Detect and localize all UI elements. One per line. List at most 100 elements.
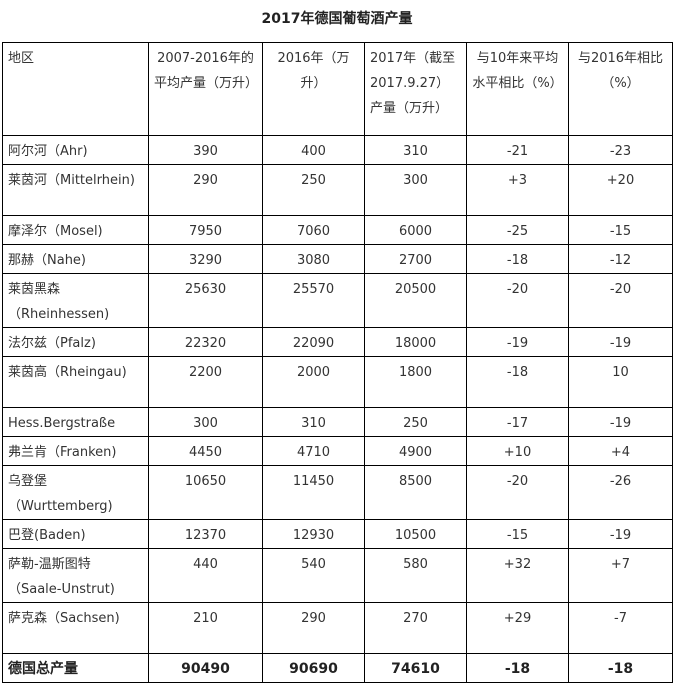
vs_avg-cell: +32 xyxy=(466,548,569,603)
y2016-cell: 25570 xyxy=(262,273,365,328)
table-row: 莱茵高（Rheingau) 2200 2000 1800 -18 10 xyxy=(2,356,673,408)
region-cell: 阿尔河（Ahr) xyxy=(2,135,149,165)
y2016-cell: 290 xyxy=(262,602,365,654)
vs_2016-cell: -15 xyxy=(568,215,673,245)
header-row: 地区 2007-2016年的平均产量（万升） 2016年（万升） 2017年（截… xyxy=(2,42,673,136)
table-row: 阿尔河（Ahr) 390 400 310 -21 -23 xyxy=(2,135,673,165)
vs_avg-cell: -15 xyxy=(466,519,569,549)
region-cell: Hess.Bergstraße xyxy=(2,407,149,437)
y2017-cell: 270 xyxy=(364,602,467,654)
avg-cell: 12370 xyxy=(148,519,263,549)
vs_avg-cell: -18 xyxy=(466,244,569,274)
y2016-cell: 2000 xyxy=(262,356,365,408)
region-cell: 乌登堡（Wurttemberg) xyxy=(2,465,149,520)
region-cell: 巴登(Baden) xyxy=(2,519,149,549)
region-cell: 萨克森（Sachsen) xyxy=(2,602,149,654)
vs_avg-cell: -25 xyxy=(466,215,569,245)
vs_avg-cell: +29 xyxy=(466,602,569,654)
vs_avg-cell: +10 xyxy=(466,436,569,466)
avg-cell: 90490 xyxy=(148,653,263,683)
vs_2016-cell: -19 xyxy=(568,327,673,357)
y2017-cell: 580 xyxy=(364,548,467,603)
vs_avg-cell: -20 xyxy=(466,273,569,328)
y2016-cell: 7060 xyxy=(262,215,365,245)
avg-cell: 390 xyxy=(148,135,263,165)
table-title: 2017年德国葡萄酒产量 xyxy=(261,11,413,27)
table-row: 萨勒-温斯图特（Saale-Unstrut) 440 540 580 +32 +7 xyxy=(2,548,673,603)
region-cell: 法尔兹（Pfalz) xyxy=(2,327,149,357)
vs_2016-cell: -19 xyxy=(568,407,673,437)
region-cell: 那赫（Nahe) xyxy=(2,244,149,274)
vs_2016-cell: +7 xyxy=(568,548,673,603)
y2017-cell: 250 xyxy=(364,407,467,437)
y2016-cell: 12930 xyxy=(262,519,365,549)
wine-production-table: 地区 2007-2016年的平均产量（万升） 2016年（万升） 2017年（截… xyxy=(2,42,673,683)
table-row: 莱茵黑森（Rheinhessen) 25630 25570 20500 -20 -20 xyxy=(2,273,673,328)
region-cell: 弗兰肯（Franken) xyxy=(2,436,149,466)
region-cell: 莱茵高（Rheingau) xyxy=(2,356,149,408)
vs_2016-cell: -12 xyxy=(568,244,673,274)
vs_2016-cell: -23 xyxy=(568,135,673,165)
vs_2016-cell: -18 xyxy=(568,653,673,683)
avg-cell: 300 xyxy=(148,407,263,437)
y2016-cell: 400 xyxy=(262,135,365,165)
y2017-cell: 310 xyxy=(364,135,467,165)
vs_2016-cell: +4 xyxy=(568,436,673,466)
avg-cell: 3290 xyxy=(148,244,263,274)
y2017-cell: 18000 xyxy=(364,327,467,357)
table-row: 巴登(Baden) 12370 12930 10500 -15 -19 xyxy=(2,519,673,549)
y2017-cell: 300 xyxy=(364,164,467,216)
y2017-cell: 10500 xyxy=(364,519,467,549)
region-cell: 德国总产量 xyxy=(2,653,149,683)
y2016-cell: 11450 xyxy=(262,465,365,520)
vs_avg-cell: +3 xyxy=(466,164,569,216)
vs_2016-cell: -26 xyxy=(568,465,673,520)
table-row: 摩泽尔（Mosel) 7950 7060 6000 -25 -15 xyxy=(2,215,673,245)
y2017-cell: 1800 xyxy=(364,356,467,408)
avg-cell: 2200 xyxy=(148,356,263,408)
avg-cell: 440 xyxy=(148,548,263,603)
vs_2016-cell: 10 xyxy=(568,356,673,408)
vs_avg-cell: -20 xyxy=(466,465,569,520)
region-cell: 萨勒-温斯图特（Saale-Unstrut) xyxy=(2,548,149,603)
column-header: 与2016年相比（%） xyxy=(568,42,673,136)
y2016-cell: 22090 xyxy=(262,327,365,357)
vs_avg-cell: -18 xyxy=(466,653,569,683)
avg-cell: 10650 xyxy=(148,465,263,520)
table-row: 法尔兹（Pfalz) 22320 22090 18000 -19 -19 xyxy=(2,327,673,357)
y2016-cell: 90690 xyxy=(262,653,365,683)
table-row: 那赫（Nahe) 3290 3080 2700 -18 -12 xyxy=(2,244,673,274)
column-header: 与10年来平均水平相比（%） xyxy=(466,42,569,136)
vs_avg-cell: -19 xyxy=(466,327,569,357)
y2016-cell: 310 xyxy=(262,407,365,437)
y2017-cell: 4900 xyxy=(364,436,467,466)
y2017-cell: 2700 xyxy=(364,244,467,274)
region-cell: 莱茵黑森（Rheinhessen) xyxy=(2,273,149,328)
avg-cell: 210 xyxy=(148,602,263,654)
table-row: 萨克森（Sachsen) 210 290 270 +29 -7 xyxy=(2,602,673,654)
y2016-cell: 4710 xyxy=(262,436,365,466)
avg-cell: 7950 xyxy=(148,215,263,245)
vs_2016-cell: -20 xyxy=(568,273,673,328)
column-header: 2007-2016年的平均产量（万升） xyxy=(148,42,263,136)
column-header: 2017年（截至2017.9.27）产量（万升） xyxy=(364,42,467,136)
region-cell: 摩泽尔（Mosel) xyxy=(2,215,149,245)
y2017-cell: 6000 xyxy=(364,215,467,245)
y2017-cell: 8500 xyxy=(364,465,467,520)
total-row: 德国总产量 90490 90690 74610 -18 -18 xyxy=(2,653,673,683)
avg-cell: 22320 xyxy=(148,327,263,357)
vs_2016-cell: +20 xyxy=(568,164,673,216)
column-header: 2016年（万升） xyxy=(262,42,365,136)
y2016-cell: 3080 xyxy=(262,244,365,274)
column-header: 地区 xyxy=(2,42,149,136)
region-cell: 莱茵河（Mittelrhein) xyxy=(2,164,149,216)
y2017-cell: 20500 xyxy=(364,273,467,328)
avg-cell: 25630 xyxy=(148,273,263,328)
vs_2016-cell: -7 xyxy=(568,602,673,654)
y2017-cell: 74610 xyxy=(364,653,467,683)
y2016-cell: 540 xyxy=(262,548,365,603)
table-row: 乌登堡（Wurttemberg) 10650 11450 8500 -20 -26 xyxy=(2,465,673,520)
vs_avg-cell: -18 xyxy=(466,356,569,408)
table-row: 弗兰肯（Franken) 4450 4710 4900 +10 +4 xyxy=(2,436,673,466)
avg-cell: 290 xyxy=(148,164,263,216)
